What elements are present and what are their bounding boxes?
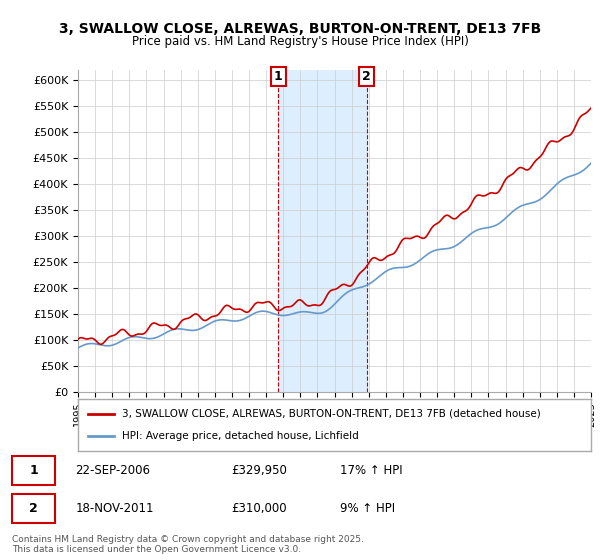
Text: £329,950: £329,950: [231, 464, 287, 477]
Text: 3, SWALLOW CLOSE, ALREWAS, BURTON-ON-TRENT, DE13 7FB: 3, SWALLOW CLOSE, ALREWAS, BURTON-ON-TRE…: [59, 22, 541, 36]
Text: 18-NOV-2011: 18-NOV-2011: [76, 502, 154, 515]
Text: 22-SEP-2006: 22-SEP-2006: [76, 464, 151, 477]
Text: 2: 2: [29, 502, 38, 515]
Text: £310,000: £310,000: [231, 502, 287, 515]
Text: 3, SWALLOW CLOSE, ALREWAS, BURTON-ON-TRENT, DE13 7FB (detached house): 3, SWALLOW CLOSE, ALREWAS, BURTON-ON-TRE…: [122, 409, 541, 419]
Bar: [278, 70, 367, 392]
Text: 1: 1: [274, 70, 283, 83]
Text: HPI: Average price, detached house, Lichfield: HPI: Average price, detached house, Lich…: [122, 431, 358, 441]
Text: Price paid vs. HM Land Registry's House Price Index (HPI): Price paid vs. HM Land Registry's House …: [131, 35, 469, 48]
FancyBboxPatch shape: [12, 456, 55, 484]
Text: Contains HM Land Registry data © Crown copyright and database right 2025.
This d: Contains HM Land Registry data © Crown c…: [12, 535, 364, 554]
Text: 2: 2: [362, 70, 371, 83]
Text: 17% ↑ HPI: 17% ↑ HPI: [340, 464, 403, 477]
FancyBboxPatch shape: [12, 494, 55, 523]
Text: 1: 1: [29, 464, 38, 477]
Text: 9% ↑ HPI: 9% ↑ HPI: [340, 502, 395, 515]
